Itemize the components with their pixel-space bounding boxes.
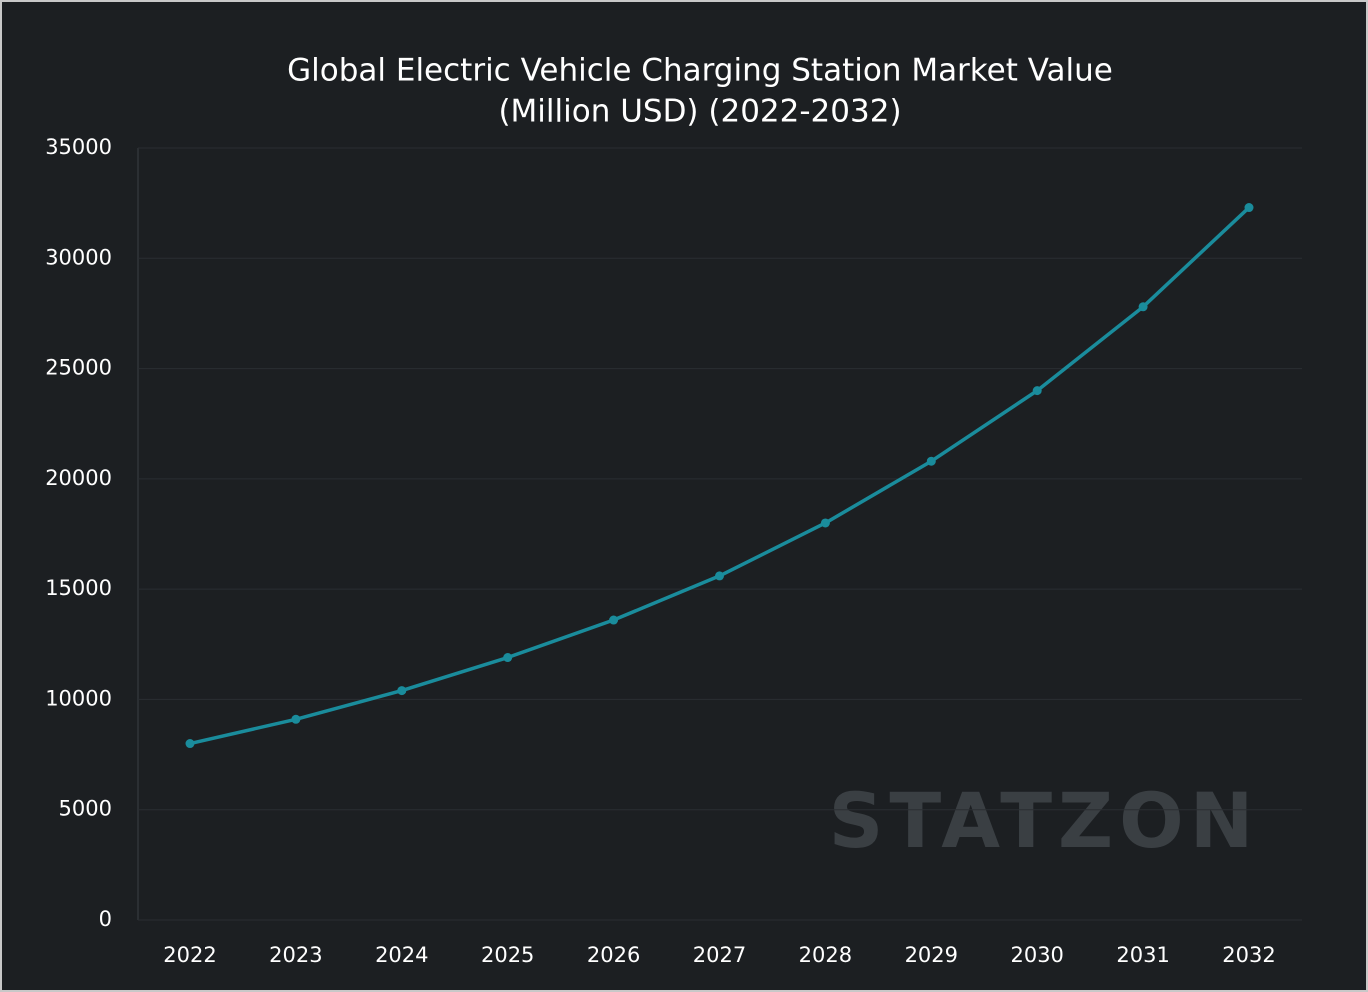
y-tick-label: 35000 (45, 135, 112, 159)
point (1032, 386, 1042, 396)
y-tick-label: 5000 (59, 797, 112, 821)
x-tick-label: 2025 (481, 943, 534, 967)
point (291, 714, 301, 724)
y-tick-label: 30000 (45, 245, 112, 269)
point (185, 739, 195, 749)
point (1138, 302, 1148, 312)
x-tick-label: 2031 (1116, 943, 1169, 967)
chart-title: Global Electric Vehicle Charging Station… (287, 53, 1113, 89)
point (397, 686, 407, 696)
x-tick-label: 2028 (799, 943, 852, 967)
point (715, 571, 724, 581)
x-tick-label: 2026 (587, 943, 640, 967)
point (503, 653, 513, 663)
y-tick-label: 10000 (45, 686, 112, 710)
y-tick-label: 25000 (45, 356, 112, 380)
x-tick-label: 2024 (375, 943, 428, 967)
point (1244, 203, 1254, 213)
y-tick-label: 20000 (45, 466, 112, 490)
y-tick-label: 15000 (45, 576, 112, 600)
y-tick-label: 0 (99, 907, 112, 931)
point (820, 518, 830, 528)
x-tick-label: 2032 (1222, 943, 1275, 967)
watermark: STATZON (829, 776, 1260, 865)
chart-title: (Million USD) (2022-2032) (498, 94, 901, 130)
point (609, 615, 619, 625)
x-tick-label: 2022 (163, 943, 216, 967)
x-tick-label: 2023 (269, 943, 322, 967)
x-tick-label: 2029 (905, 943, 958, 967)
x-tick-label: 2027 (693, 943, 746, 967)
point (926, 456, 936, 466)
x-tick-label: 2030 (1010, 943, 1063, 967)
